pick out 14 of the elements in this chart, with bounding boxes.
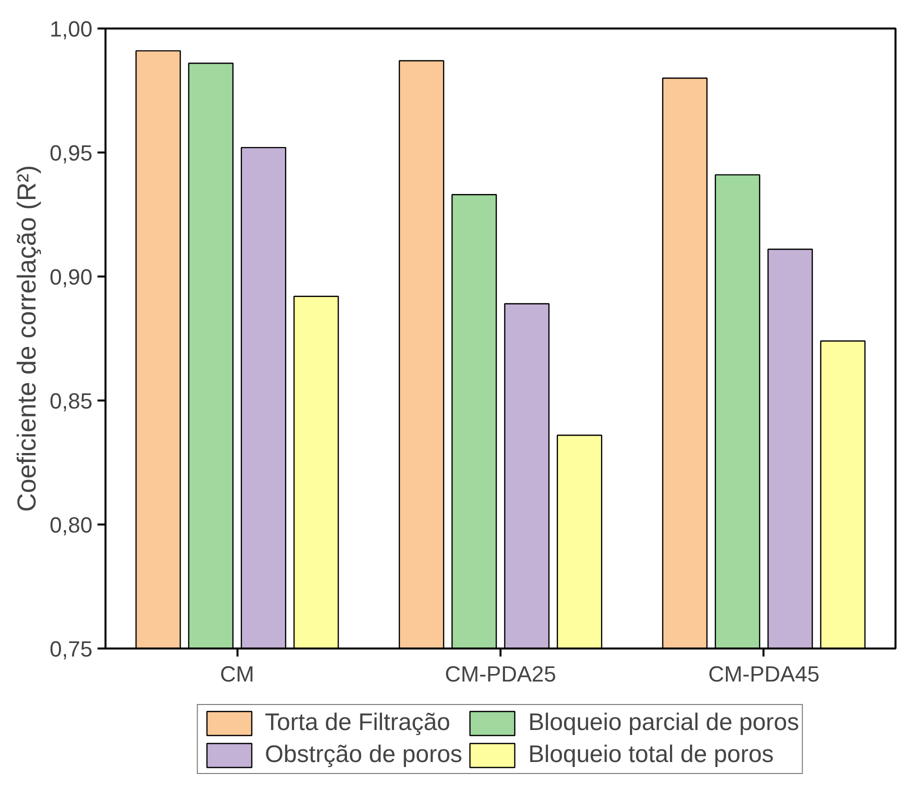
legend-label: Bloqueio total de poros (528, 741, 774, 769)
y-tick-label: 0,75 (50, 636, 93, 662)
y-tick-label: 0,85 (50, 388, 93, 414)
legend-label: Obstrção de poros (264, 741, 462, 769)
y-tick-label: 0,90 (50, 264, 93, 290)
x-tick-label: CM-PDA25 (444, 662, 556, 686)
legend-label: Torta de Filtração (264, 709, 450, 737)
y-tick-label: 0,80 (50, 512, 93, 538)
y-tick-label: 1,00 (50, 16, 93, 42)
legend-label: Bloqueio parcial de poros (528, 709, 800, 737)
x-tick-label: CM-PDA45 (708, 662, 820, 686)
x-tick-label: CM (220, 662, 254, 686)
y-tick-label: 0,95 (50, 140, 93, 166)
y-axis-title: Coeficiente de correlação (R²) (12, 165, 42, 512)
